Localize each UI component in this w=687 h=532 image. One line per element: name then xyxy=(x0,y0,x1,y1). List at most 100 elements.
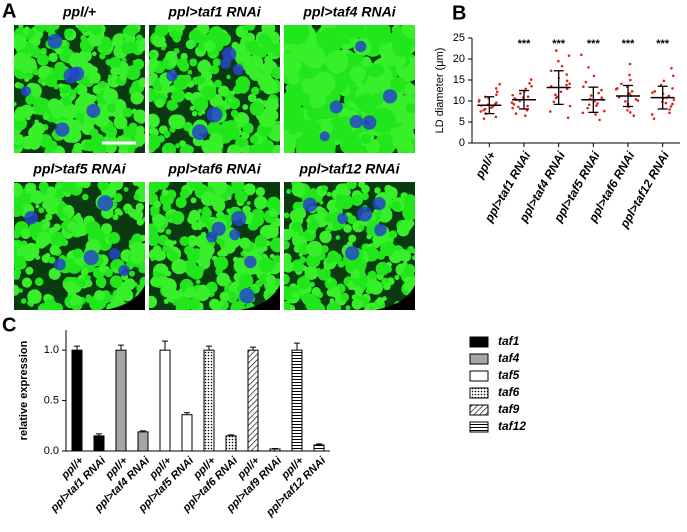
droplet xyxy=(165,50,178,63)
data-point xyxy=(511,93,514,97)
droplet xyxy=(121,57,127,63)
droplet xyxy=(112,267,118,273)
bar xyxy=(71,349,83,452)
droplet xyxy=(262,41,275,54)
droplet xyxy=(264,98,279,113)
droplet xyxy=(319,200,324,205)
droplet xyxy=(31,293,42,304)
droplet xyxy=(411,255,415,261)
droplet xyxy=(242,25,250,31)
droplet xyxy=(335,235,341,240)
droplet xyxy=(185,39,196,50)
droplet xyxy=(45,200,59,215)
droplet xyxy=(226,144,241,153)
nucleus xyxy=(83,250,99,266)
droplet xyxy=(258,257,274,273)
droplet xyxy=(189,58,198,67)
droplet xyxy=(337,116,354,133)
legend-swatch xyxy=(469,387,489,399)
droplet xyxy=(61,182,77,194)
data-point xyxy=(586,106,589,110)
droplet xyxy=(186,235,199,247)
droplet xyxy=(134,132,145,145)
droplet xyxy=(269,253,275,259)
droplet xyxy=(161,189,169,197)
droplet xyxy=(20,228,32,239)
droplet xyxy=(123,187,129,192)
droplet xyxy=(394,275,400,280)
droplet xyxy=(38,182,49,192)
droplet xyxy=(200,85,217,101)
droplet xyxy=(61,95,73,107)
droplet xyxy=(296,276,311,290)
droplet xyxy=(131,108,137,115)
droplet xyxy=(21,277,33,288)
droplet xyxy=(16,259,27,270)
legend-swatch xyxy=(469,370,489,382)
droplet xyxy=(77,278,86,288)
droplet xyxy=(95,276,107,288)
data-point xyxy=(596,102,599,105)
droplet xyxy=(242,56,256,69)
significance: *** xyxy=(587,38,601,50)
nucleus xyxy=(349,114,363,129)
droplet xyxy=(131,208,144,221)
data-point xyxy=(517,105,520,109)
droplet xyxy=(233,258,248,274)
data-point xyxy=(566,116,570,120)
droplet xyxy=(14,233,19,238)
droplet xyxy=(35,204,40,209)
droplet xyxy=(18,83,24,89)
data-point xyxy=(556,95,559,99)
droplet xyxy=(48,256,56,264)
nucleus xyxy=(191,124,208,141)
droplet xyxy=(294,207,307,220)
droplet xyxy=(358,224,365,231)
droplet xyxy=(37,303,50,310)
droplet xyxy=(20,104,34,118)
droplet xyxy=(142,216,145,222)
droplet xyxy=(184,91,193,101)
droplet xyxy=(268,110,279,121)
droplet xyxy=(88,32,103,47)
data-point xyxy=(652,117,656,120)
droplet xyxy=(284,212,290,219)
droplet xyxy=(171,258,187,275)
data-point xyxy=(549,69,553,73)
droplet xyxy=(25,266,34,275)
bar xyxy=(247,349,259,452)
data-point xyxy=(662,79,666,83)
droplet xyxy=(150,276,161,287)
droplet xyxy=(179,189,190,199)
droplet xyxy=(92,84,102,95)
nucleus xyxy=(239,288,255,304)
droplet xyxy=(340,292,350,302)
droplet xyxy=(14,202,24,218)
droplet xyxy=(407,219,415,228)
droplet xyxy=(63,204,74,216)
droplet xyxy=(42,47,47,53)
droplet xyxy=(230,90,236,96)
bar xyxy=(225,435,237,452)
data-point xyxy=(624,100,627,103)
nucleus xyxy=(362,115,377,130)
data-point xyxy=(530,85,533,88)
droplet xyxy=(349,65,366,82)
droplet xyxy=(271,66,280,80)
droplet xyxy=(219,301,225,307)
droplet xyxy=(90,240,99,249)
data-point xyxy=(524,114,527,117)
data-point xyxy=(670,66,673,70)
droplet xyxy=(188,298,201,310)
droplet xyxy=(121,289,134,302)
droplet xyxy=(108,56,122,70)
legend-swatch xyxy=(469,421,489,433)
droplet xyxy=(346,182,357,190)
droplet xyxy=(24,26,30,32)
droplet xyxy=(85,25,90,28)
droplet xyxy=(14,52,28,67)
y-tick-label: 5 xyxy=(459,116,465,128)
droplet xyxy=(102,88,119,104)
nucleus xyxy=(244,255,257,269)
droplet xyxy=(235,76,251,91)
